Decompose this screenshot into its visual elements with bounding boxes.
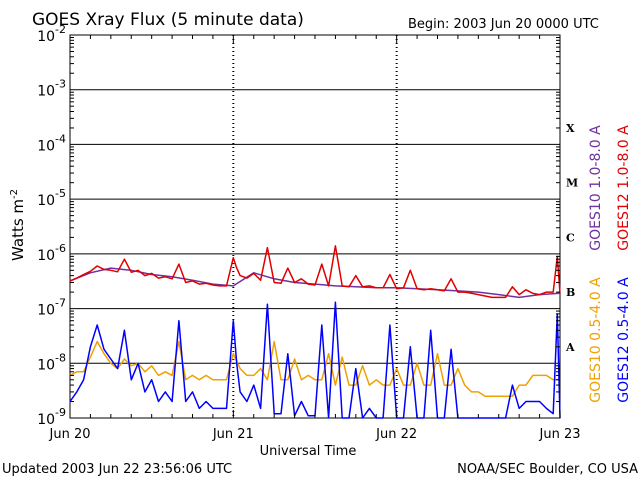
series-line: [69, 245, 561, 299]
y-tick-label: 10-8: [37, 351, 66, 373]
credit-label: NOAA/SEC Boulder, CO USA: [457, 462, 638, 477]
series-line: [69, 340, 560, 397]
legend-label: GOES10 1.0-8.0 A: [588, 125, 604, 251]
y-tick-label: 10-6: [37, 242, 66, 264]
y-tick-label: 10-5: [37, 187, 66, 209]
x-tick-label: Jun 23: [539, 427, 581, 442]
x-axis-ticks: Jun 20 Jun 21 Jun 22 Jun 23: [49, 35, 581, 442]
flare-class-label: M: [566, 177, 578, 190]
y-tick-label: 10-3: [37, 78, 66, 100]
series-lines: [69, 245, 561, 419]
flare-class-label: B: [566, 286, 575, 299]
x-tick-label: Jun 20: [49, 427, 91, 442]
gridlines: [70, 34, 560, 419]
chart-title: GOES Xray Flux (5 minute data): [32, 10, 304, 30]
plot-frame: [69, 34, 561, 419]
legend: GOES10 1.0-8.0 A GOES12 1.0-8.0 A GOES10 0…: [588, 125, 632, 403]
y-tick-label: 10-7: [37, 297, 66, 319]
y-tick-label: 10-9: [37, 406, 66, 428]
flare-class-labels: X M C B A: [565, 122, 578, 354]
legend-label: GOES12 1.0-8.0 A: [616, 125, 632, 251]
y-tick-label: 10-4: [37, 132, 66, 154]
y-tick-label: 10-2: [37, 23, 66, 45]
day-separators: [232, 35, 398, 418]
x-axis-label: Universal Time: [260, 444, 357, 459]
legend-label: GOES10 0.5-4.0 A: [588, 277, 604, 403]
flare-class-label: A: [565, 341, 575, 354]
y-axis-label: Watts m-2: [9, 189, 27, 261]
flare-class-label: X: [566, 122, 575, 135]
plot-area: [69, 34, 561, 419]
begin-label: Begin: 2003 Jun 20 0000 UTC: [408, 17, 599, 32]
legend-label: GOES12 0.5-4.0 A: [616, 277, 632, 403]
updated-label: Updated 2003 Jun 22 23:56:06 UTC: [2, 462, 232, 477]
x-tick-label: Jun 21: [212, 427, 254, 442]
flare-class-label: C: [566, 231, 575, 244]
y-axis-ticks: 10-2 10-3 10-4 10-5 10-6 10-7 10-8 10-9: [37, 23, 560, 428]
x-tick-label: Jun 22: [375, 427, 417, 442]
series-line: [69, 301, 561, 419]
